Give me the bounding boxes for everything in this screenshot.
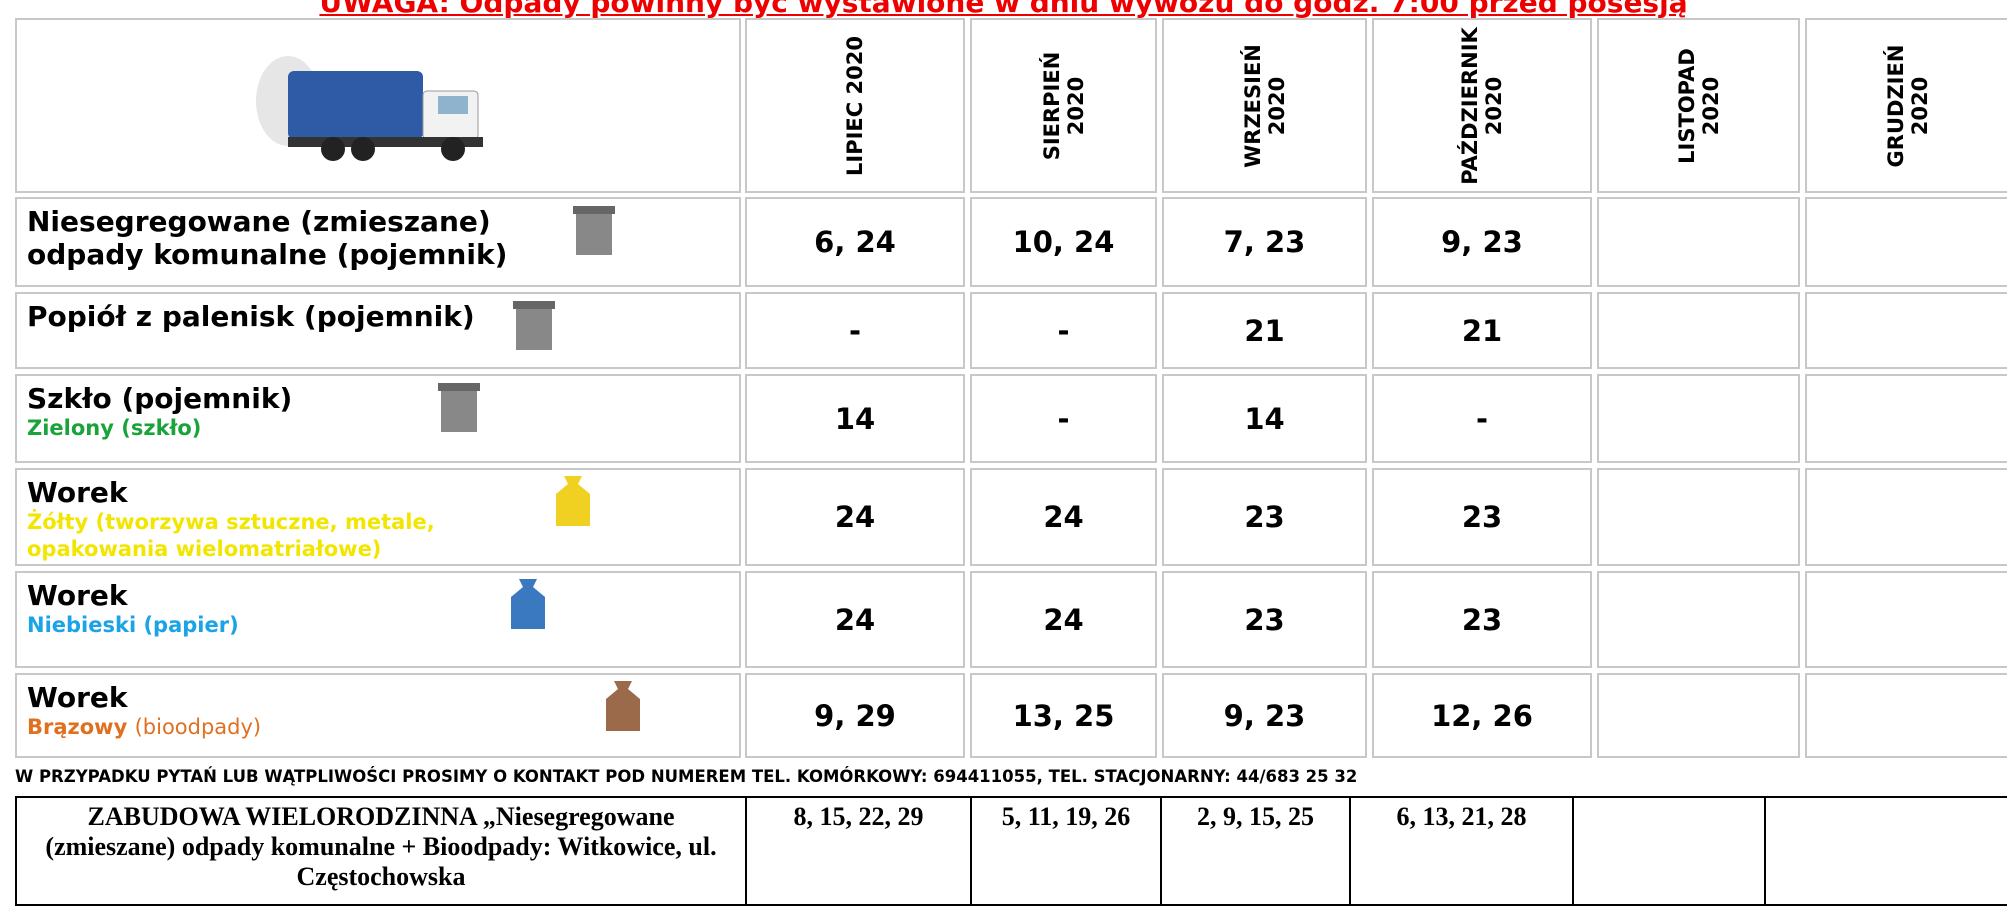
month-header-cell: SIERPIEŃ 2020 bbox=[970, 18, 1157, 193]
row-label: Worek bbox=[27, 476, 547, 509]
month-header: PAŹDZIERNIK 2020 bbox=[1458, 21, 1506, 191]
schedule-cell: 14 bbox=[745, 374, 965, 463]
schedule-cell: - bbox=[1372, 374, 1592, 463]
sublabel-text: Brązowy bbox=[27, 715, 127, 739]
row-label-cell: Popiół z palenisk (pojemnik) bbox=[15, 292, 741, 369]
schedule-cell: 23 bbox=[1372, 571, 1592, 668]
schedule-cell bbox=[1805, 673, 2007, 758]
multi-family-label: ZABUDOWA WIELORODZINNA „Niesegregowane (… bbox=[15, 796, 747, 906]
row-label: Niesegregowane (zmieszane) odpady komuna… bbox=[27, 205, 547, 271]
schedule-cell bbox=[1805, 292, 2007, 369]
sublabel-note: (bioodpady) bbox=[135, 715, 262, 739]
sublabel-text: Zielony (szkło) bbox=[27, 416, 201, 440]
multi-family-cell bbox=[1764, 796, 2007, 906]
month-header: LIPIEC 2020 bbox=[843, 21, 867, 191]
multi-family-cell bbox=[1572, 796, 1766, 906]
month-header: LISTOPAD 2020 bbox=[1675, 21, 1723, 191]
header-image-cell bbox=[15, 18, 741, 193]
schedule-cell: 9, 29 bbox=[745, 673, 965, 758]
schedule-cell bbox=[1805, 468, 2007, 566]
multi-family-cell: 6, 13, 21, 28 bbox=[1349, 796, 1574, 906]
bin-icon bbox=[510, 298, 558, 354]
month-header-cell: PAŹDZIERNIK 2020 bbox=[1372, 18, 1592, 193]
row-label-cell: Niesegregowane (zmieszane) odpady komuna… bbox=[15, 197, 741, 287]
schedule-cell bbox=[1597, 197, 1800, 287]
schedule-cell: 23 bbox=[1372, 468, 1592, 566]
schedule-cell: 6, 24 bbox=[745, 197, 965, 287]
schedule-cell: 24 bbox=[970, 468, 1157, 566]
row-sublabel: Żółty (tworzywa sztuczne, metale, opakow… bbox=[27, 509, 547, 563]
month-header-cell: WRZESIEŃ 2020 bbox=[1162, 18, 1367, 193]
bin-icon bbox=[600, 679, 648, 735]
month-header-cell: GRUDZIEŃ 2020 bbox=[1805, 18, 2007, 193]
month-header: GRUDZIEŃ 2020 bbox=[1884, 21, 1932, 191]
month-header: SIERPIEŃ 2020 bbox=[1040, 21, 1088, 191]
schedule-cell bbox=[1805, 571, 2007, 668]
schedule-cell bbox=[1805, 197, 2007, 287]
sublabel-text: Żółty (tworzywa sztuczne, metale, opakow… bbox=[27, 510, 435, 561]
schedule-cell bbox=[1597, 374, 1800, 463]
row-label: Worek bbox=[27, 579, 547, 612]
multi-family-cell: 2, 9, 15, 25 bbox=[1160, 796, 1351, 906]
schedule-cell bbox=[1597, 673, 1800, 758]
month-header: WRZESIEŃ 2020 bbox=[1241, 21, 1289, 191]
row-label: Worek bbox=[27, 681, 547, 714]
multi-family-cell: 5, 11, 19, 26 bbox=[970, 796, 1162, 906]
schedule-cell bbox=[1597, 468, 1800, 566]
schedule-cell: 13, 25 bbox=[970, 673, 1157, 758]
page: UWAGA: Odpady powinny być wystawione w d… bbox=[0, 0, 2007, 896]
schedule-cell: 10, 24 bbox=[970, 197, 1157, 287]
bin-icon bbox=[435, 380, 483, 436]
schedule-cell: 12, 26 bbox=[1372, 673, 1592, 758]
multi-family-cell: 8, 15, 22, 29 bbox=[745, 796, 972, 906]
sublabel-text: Niebieski (papier) bbox=[27, 613, 239, 637]
schedule-cell: 9, 23 bbox=[1372, 197, 1592, 287]
garbage-truck bbox=[248, 41, 508, 171]
schedule-cell: 21 bbox=[1162, 292, 1367, 369]
row-label: Popiół z palenisk (pojemnik) bbox=[27, 300, 547, 333]
schedule-cell: 9, 23 bbox=[1162, 673, 1367, 758]
schedule-cell: 24 bbox=[970, 571, 1157, 668]
schedule-cell bbox=[1805, 374, 2007, 463]
schedule-cell: - bbox=[970, 292, 1157, 369]
schedule-cell: 21 bbox=[1372, 292, 1592, 369]
row-sublabel: Brązowy (bioodpady) bbox=[27, 714, 547, 741]
row-sublabel: Niebieski (papier) bbox=[27, 612, 547, 639]
schedule-cell: 24 bbox=[745, 468, 965, 566]
month-header-cell: LIPIEC 2020 bbox=[745, 18, 965, 193]
schedule-cell: 24 bbox=[745, 571, 965, 668]
schedule-cell: 7, 23 bbox=[1162, 197, 1367, 287]
month-header-cell: LISTOPAD 2020 bbox=[1597, 18, 1800, 193]
schedule-cell: 14 bbox=[1162, 374, 1367, 463]
bin-icon bbox=[570, 203, 618, 259]
schedule-cell bbox=[1597, 292, 1800, 369]
notice: UWAGA: Odpady powinny być wystawione w d… bbox=[0, 0, 2007, 19]
schedule-cell: 23 bbox=[1162, 571, 1367, 668]
schedule-cell: - bbox=[970, 374, 1157, 463]
schedule-cell: - bbox=[745, 292, 965, 369]
schedule-cell: 23 bbox=[1162, 468, 1367, 566]
schedule-cell bbox=[1597, 571, 1800, 668]
bin-icon bbox=[505, 577, 553, 633]
row-label-cell: Szkło (pojemnik)Zielony (szkło) bbox=[15, 374, 741, 463]
contact-info: W PRZYPADKU PYTAŃ LUB WĄTPLIWOŚCI PROSIM… bbox=[15, 763, 1357, 791]
bin-icon bbox=[550, 474, 598, 530]
